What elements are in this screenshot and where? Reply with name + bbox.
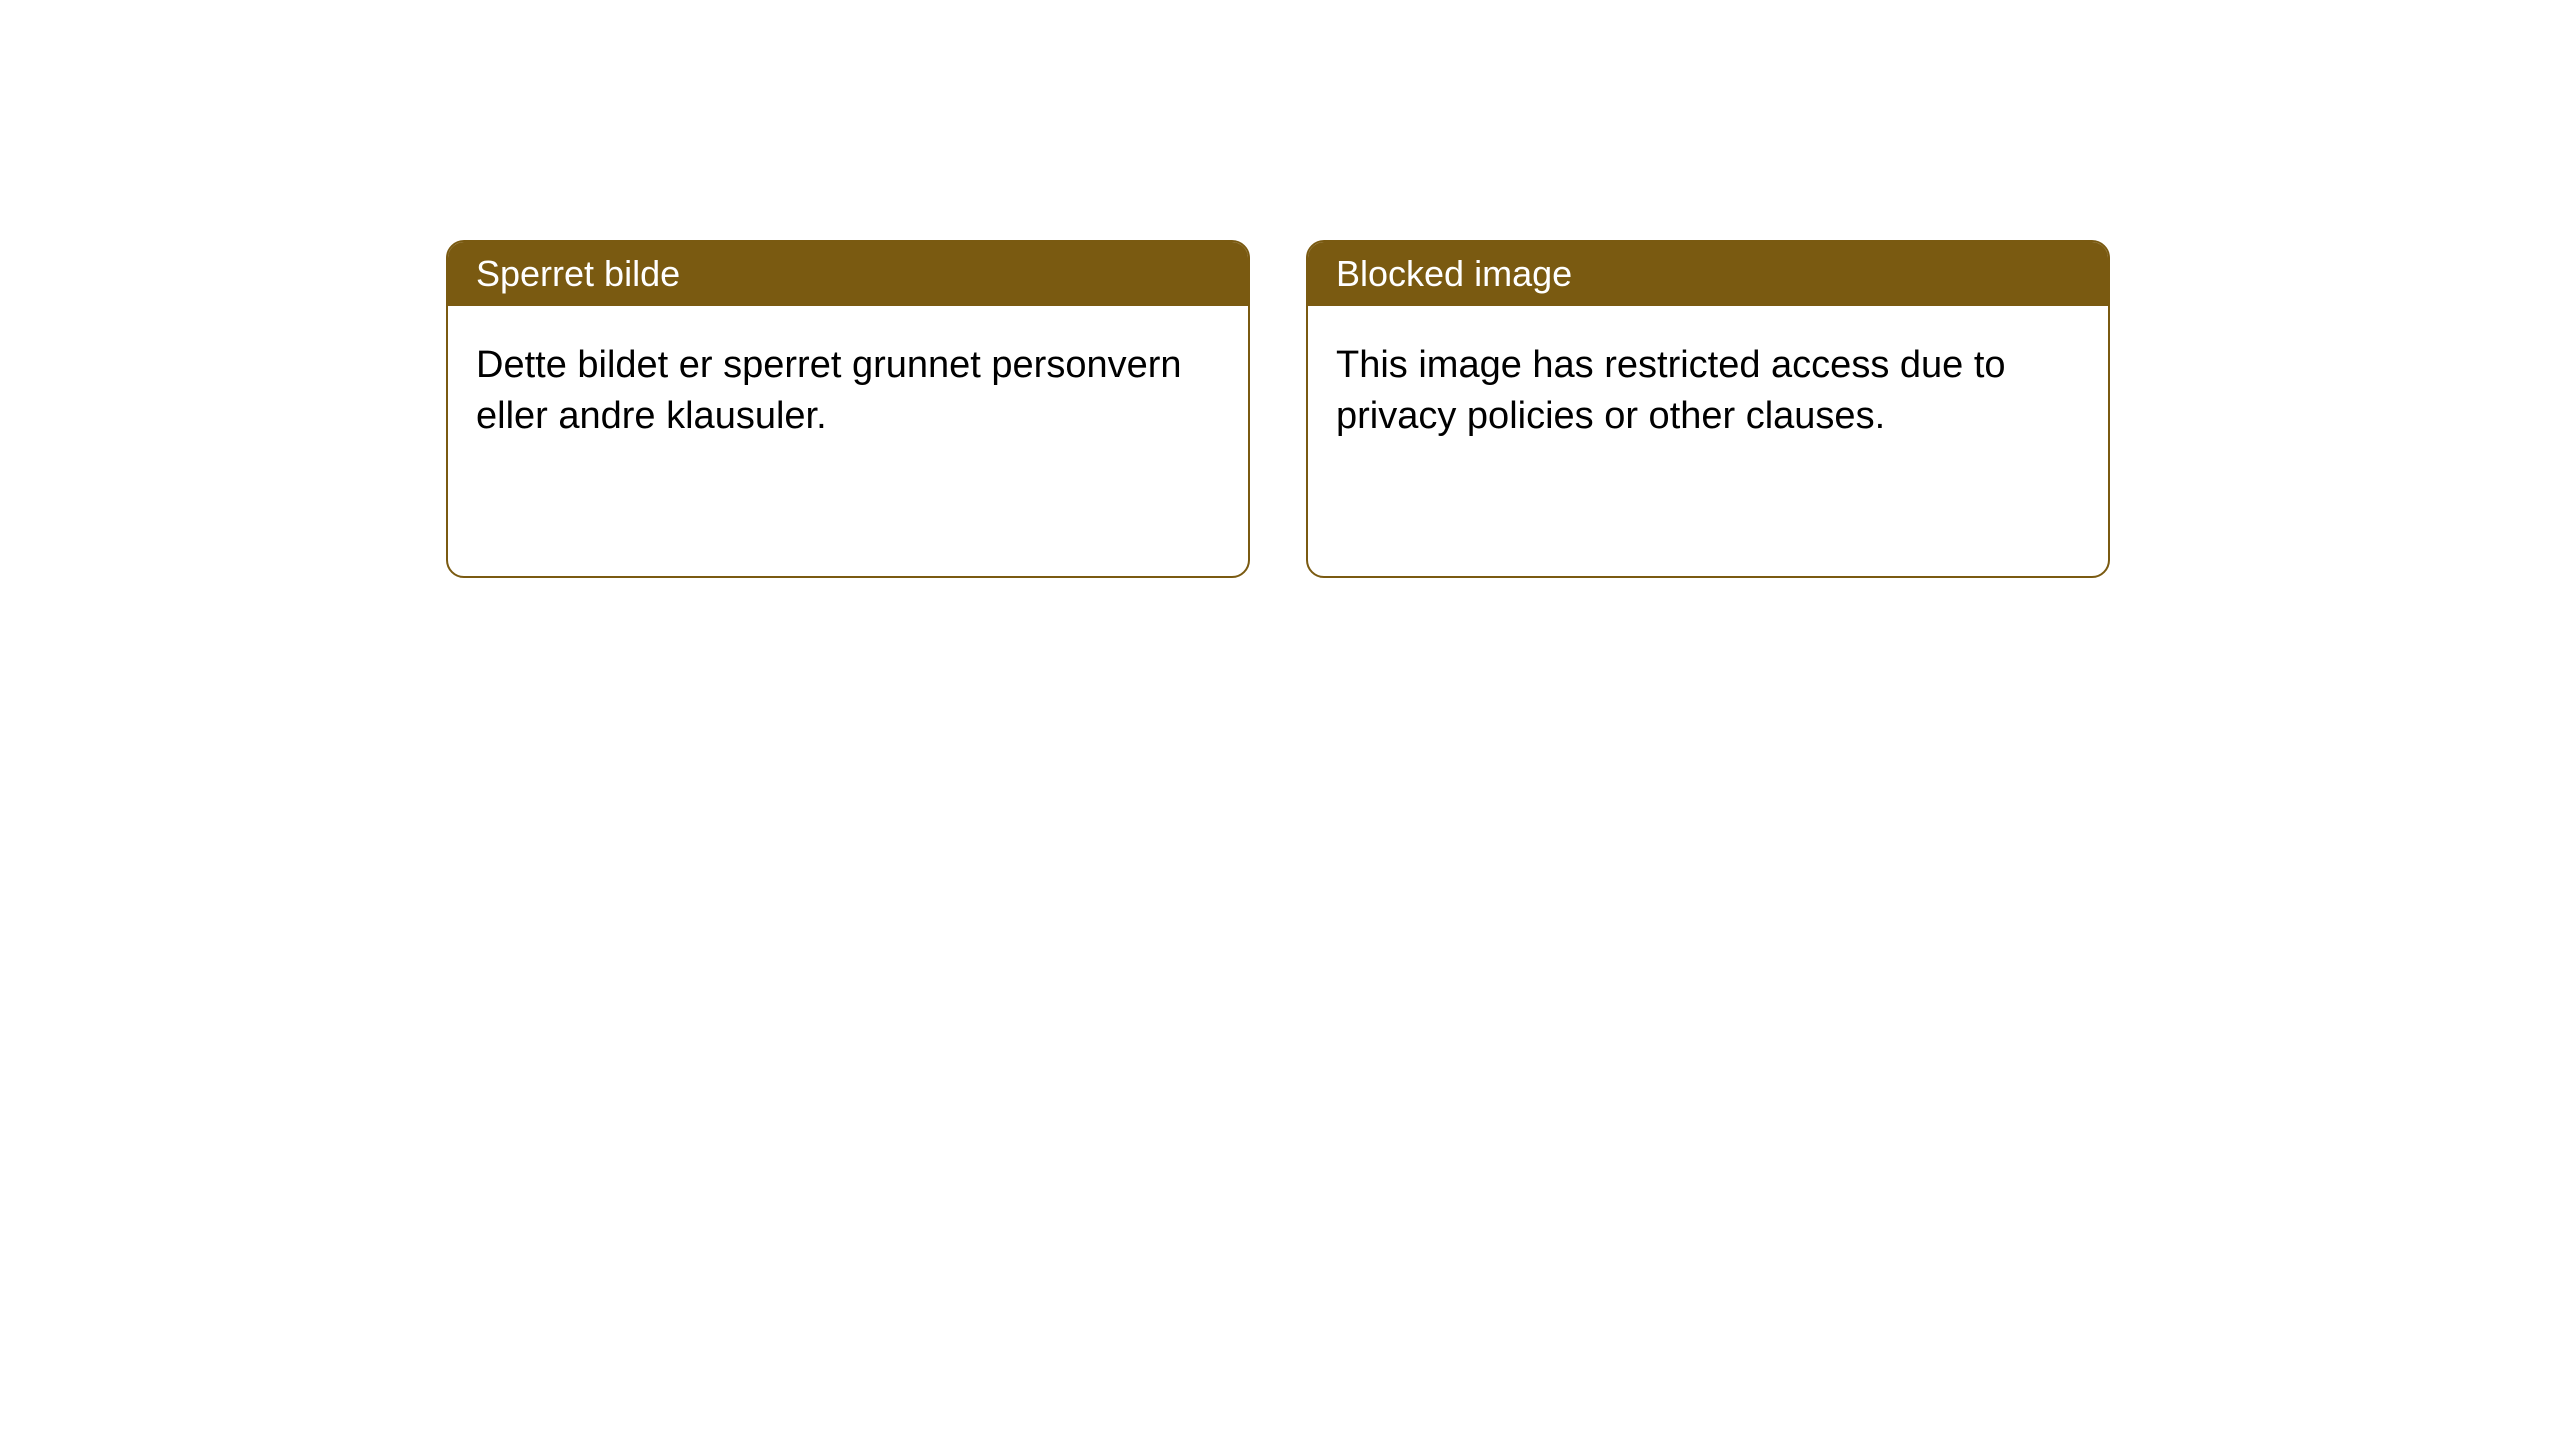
notice-container: Sperret bilde Dette bildet er sperret gr… [446, 240, 2110, 578]
notice-card-english: Blocked image This image has restricted … [1306, 240, 2110, 578]
notice-card-norwegian: Sperret bilde Dette bildet er sperret gr… [446, 240, 1250, 578]
notice-title-norwegian: Sperret bilde [448, 242, 1248, 306]
notice-title-english: Blocked image [1308, 242, 2108, 306]
notice-body-english: This image has restricted access due to … [1308, 306, 2108, 576]
notice-body-norwegian: Dette bildet er sperret grunnet personve… [448, 306, 1248, 576]
